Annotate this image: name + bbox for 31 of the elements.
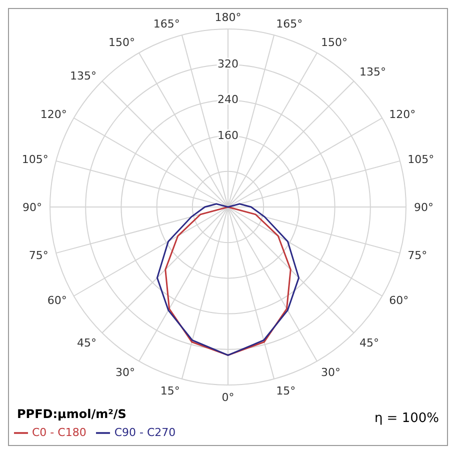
spoke-label: 15° [160, 384, 180, 398]
spoke-label: 165° [276, 17, 303, 30]
legend-label: C0 - C180 [32, 426, 86, 440]
spoke-label: 150° [321, 36, 348, 49]
spoke-label: 75° [408, 249, 428, 262]
spoke-label: 15° [276, 384, 296, 398]
spoke-label: 90° [22, 200, 42, 214]
spoke-label: 150° [108, 36, 135, 49]
y-tick-label: 240 [218, 93, 238, 106]
spoke-label: 180° [214, 11, 242, 24]
text: PPFD:µmol/m²/S [17, 407, 126, 421]
spoke-label: 30° [116, 366, 135, 379]
spoke-label: 90° [414, 200, 434, 214]
spoke-label: 135° [360, 65, 386, 78]
legend-label: C90 - C270 [114, 426, 176, 440]
spoke-label: 45° [360, 336, 380, 350]
spoke-label: 60° [389, 294, 409, 307]
spoke-label: 165° [153, 17, 180, 30]
text: η = 100% [374, 411, 439, 426]
spoke-label: 60° [47, 294, 67, 307]
y-tick-label: 160 [218, 128, 238, 142]
spoke-label: 75° [28, 249, 48, 262]
spoke-label: 0° [222, 390, 234, 404]
spoke-label: 105° [408, 152, 434, 166]
spoke-label: 135° [70, 69, 96, 82]
spoke-label: 120° [40, 108, 67, 121]
spoke-label: 30° [321, 366, 340, 379]
spoke-label: 120° [389, 108, 416, 121]
spoke-label: 105° [22, 152, 48, 166]
spoke-label: 45° [76, 336, 96, 350]
y-tick-label: 320 [218, 58, 238, 71]
